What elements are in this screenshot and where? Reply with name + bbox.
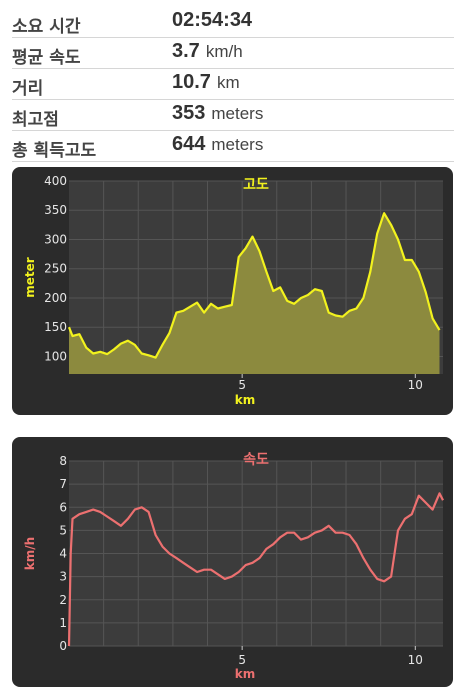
stat-unit: meters	[211, 104, 264, 123]
y-tick-label: 4	[59, 547, 67, 561]
stat-number: 02:54:34	[172, 9, 253, 31]
speed-line	[67, 492, 444, 647]
y-tick-label: 0	[59, 639, 67, 653]
y-tick-label: 3	[59, 570, 67, 584]
stat-value: 353 meters	[172, 102, 263, 125]
y-tick-label: 1	[59, 616, 67, 630]
stat-label: 총 획득고도	[12, 141, 97, 161]
y-tick-label: 100	[44, 349, 67, 363]
stat-value: 02:54:34	[172, 9, 258, 32]
stat-row-max-elevation: 최고점 353 meters	[12, 99, 454, 131]
x-tick-label: 10	[408, 653, 423, 667]
stat-unit: km/h	[205, 42, 243, 61]
y-tick-label: 250	[44, 262, 67, 276]
y-axis-label: km/h	[23, 537, 37, 570]
speed-chart-card: 0 1 2 3 4 5 6 7 8 5 10 속도 km km/h	[12, 437, 453, 687]
elevation-chart-card: 100 150 200 250 300 350 400 5 10 고도 km meter	[12, 167, 453, 415]
stat-number: 10.7	[172, 71, 211, 93]
stat-label: 소요 시간	[12, 17, 81, 37]
speed-chart: 0 1 2 3 4 5 6 7 8 5 10 속도 km km/h	[23, 452, 444, 681]
y-tick-label: 8	[59, 454, 67, 468]
stat-number: 353	[172, 102, 206, 124]
stat-unit: km	[216, 73, 240, 92]
y-tick-label: 350	[44, 203, 67, 217]
stat-number: 644	[172, 133, 206, 155]
stat-row-total-ascent: 총 획득고도 644 meters	[12, 130, 454, 162]
x-axis-label: km	[235, 393, 255, 407]
y-axis-label: meter	[23, 257, 37, 298]
elevation-chart: 100 150 200 250 300 350 400 5 10 고도 km meter	[23, 174, 443, 407]
x-tick-label: 10	[408, 378, 423, 392]
stat-label: 거리	[12, 79, 44, 99]
y-tick-label: 2	[59, 593, 67, 607]
chart-title: 고도	[243, 177, 269, 193]
y-tick-label: 5	[59, 523, 67, 537]
y-tick-label: 7	[59, 477, 67, 491]
stat-value: 644 meters	[172, 133, 263, 156]
elevation-area-fill	[69, 213, 440, 374]
x-tick-label: 5	[238, 378, 246, 392]
stat-row-avg-speed: 평균 속도 3.7 km/h	[12, 37, 454, 69]
y-tick-label: 200	[44, 291, 67, 305]
stat-number: 3.7	[172, 40, 200, 62]
stat-unit: meters	[211, 135, 264, 154]
stat-value: 10.7 km	[172, 71, 240, 94]
y-tick-label: 300	[44, 232, 67, 246]
stat-row-distance: 거리 10.7 km	[12, 68, 454, 100]
x-axis-label: km	[235, 667, 255, 681]
stat-label: 최고점	[12, 110, 59, 130]
stat-value: 3.7 km/h	[172, 40, 243, 63]
stat-label: 평균 속도	[12, 48, 81, 68]
y-tick-label: 400	[44, 174, 67, 188]
elevation-line	[67, 212, 441, 359]
stat-row-duration: 소요 시간 02:54:34	[12, 6, 454, 38]
y-tick-label: 6	[59, 500, 67, 514]
x-tick-label: 5	[238, 653, 246, 667]
y-tick-label: 150	[44, 320, 67, 334]
chart-title: 속도	[243, 452, 269, 468]
